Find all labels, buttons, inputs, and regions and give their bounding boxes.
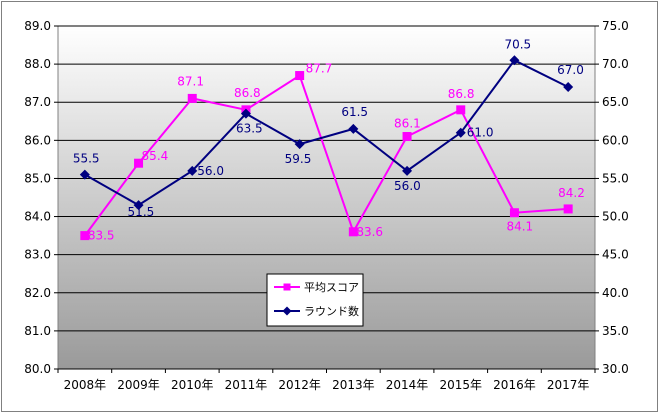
left-tick-label: 83.0	[24, 248, 51, 262]
rounds-data-label: 59.5	[285, 152, 312, 166]
rounds-data-label: 61.5	[341, 105, 368, 119]
right-tick-label: 30.0	[602, 362, 629, 376]
x-tick-label: 2011年	[225, 378, 268, 392]
left-tick-label: 86.0	[24, 133, 51, 147]
score-data-label: 86.8	[234, 86, 261, 100]
rounds-point	[133, 200, 144, 211]
score-data-label: 86.8	[448, 87, 475, 101]
right-tick-label: 40.0	[602, 286, 629, 300]
rounds-point	[455, 127, 466, 138]
score-data-label: 84.2	[558, 186, 585, 200]
series-lines	[84, 59, 569, 237]
score-point	[348, 227, 358, 237]
score-point	[295, 71, 305, 81]
left-tick-label: 80.0	[24, 362, 51, 376]
rounds-data-label: 51.5	[128, 205, 155, 219]
legend: 平均スコア ラウンド数	[266, 273, 364, 327]
data-labels: 83.5 85.4 87.1 86.8 87.7 83.6 86.1 86.8 84.1 84.2…	[73, 37, 585, 242]
left-y-axis: 80.0 81.0 82.0 83.0 84.0 85.0 86.0 87.0 88.0 89.0	[24, 19, 58, 376]
rounds-point	[402, 165, 413, 176]
rounds-point	[348, 123, 359, 134]
rounds-data-label: 61.0	[467, 126, 494, 140]
right-y-axis: 30.0 35.0 40.0 45.0 50.0 55.0 60.0 65.0 70.0 75.0	[595, 19, 629, 376]
x-tick-label: 2008年	[64, 378, 107, 392]
rounds-data-label: 67.0	[557, 63, 584, 77]
right-tick-label: 50.0	[602, 210, 629, 224]
rounds-series-line	[84, 59, 569, 207]
left-tick-label: 82.0	[24, 286, 51, 300]
legend-box	[266, 273, 364, 327]
x-axis: 2008年 2009年 2010年 2011年 2012年 2013年 2014年 2015年…	[57, 369, 596, 392]
right-tick-label: 60.0	[602, 133, 629, 147]
score-data-label: 83.5	[88, 229, 115, 243]
left-tick-label: 88.0	[24, 57, 51, 71]
right-tick-label: 55.0	[602, 171, 629, 185]
score-point	[402, 132, 412, 142]
rounds-point	[240, 108, 251, 119]
rounds-data-label: 56.0	[197, 164, 224, 178]
right-tick-label: 45.0	[602, 248, 629, 262]
right-tick-label: 35.0	[602, 324, 629, 338]
x-tick-label: 2009年	[117, 378, 160, 392]
x-tick-label: 2014年	[386, 378, 429, 392]
legend-label-score: 平均スコア	[304, 281, 359, 294]
score-point	[187, 93, 197, 103]
series-markers	[79, 55, 574, 241]
score-point	[80, 231, 90, 241]
left-tick-label: 81.0	[24, 324, 51, 338]
x-tick-label: 2013年	[332, 378, 375, 392]
rounds-data-label: 56.0	[394, 179, 421, 193]
right-tick-label: 65.0	[602, 95, 629, 109]
x-tick-label: 2010年	[171, 378, 214, 392]
legend-marker-rounds	[282, 306, 292, 316]
left-tick-label: 89.0	[24, 19, 51, 33]
rounds-data-label: 63.5	[236, 122, 263, 136]
score-data-label: 84.1	[506, 220, 533, 234]
score-point	[509, 208, 519, 218]
rounds-point	[509, 55, 520, 66]
score-series-line	[84, 74, 569, 237]
x-tick-label: 2016年	[493, 378, 536, 392]
x-tick-label: 2015年	[439, 378, 482, 392]
x-tick-label: 2017年	[547, 378, 590, 392]
rounds-data-label: 55.5	[73, 152, 100, 166]
score-data-label: 86.1	[394, 117, 421, 131]
right-tick-label: 75.0	[602, 19, 629, 33]
score-data-label: 83.6	[356, 225, 383, 239]
legend-label-rounds: ラウンド数	[304, 305, 359, 318]
score-data-label: 87.1	[177, 74, 204, 88]
rounds-point	[79, 169, 90, 180]
left-tick-label: 84.0	[24, 210, 51, 224]
left-tick-label: 87.0	[24, 95, 51, 109]
left-tick-label: 85.0	[24, 171, 51, 185]
rounds-point	[294, 139, 305, 150]
rounds-point	[187, 165, 198, 176]
right-tick-label: 70.0	[602, 57, 629, 71]
score-data-label: 85.4	[142, 149, 169, 163]
rounds-data-label: 70.5	[504, 37, 531, 51]
legend-marker-score	[283, 283, 291, 291]
score-point	[456, 105, 466, 115]
score-point	[134, 158, 144, 168]
score-point	[563, 204, 573, 214]
score-data-label: 87.7	[306, 62, 333, 76]
x-tick-label: 2012年	[278, 378, 321, 392]
rounds-point	[563, 81, 574, 92]
